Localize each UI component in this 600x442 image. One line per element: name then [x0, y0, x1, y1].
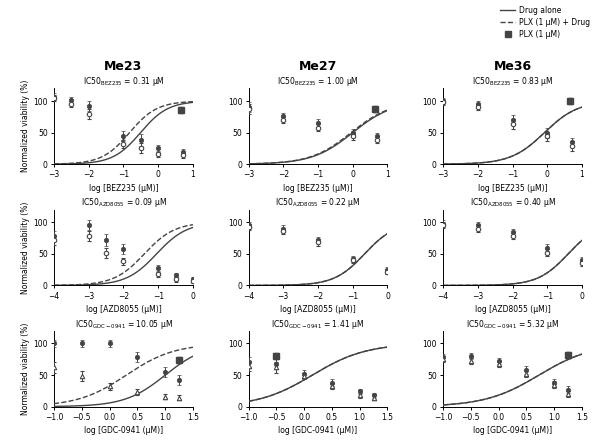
Title: IC50$_{\rm GDC-0941}$ = 5.32 µM: IC50$_{\rm GDC-0941}$ = 5.32 µM [466, 318, 559, 331]
X-axis label: log [GDC-0941 (µM)]: log [GDC-0941 (µM)] [278, 426, 358, 435]
X-axis label: log [AZD8055 (µM)]: log [AZD8055 (µM)] [475, 305, 550, 314]
X-axis label: log [BEZ235 (µM)]: log [BEZ235 (µM)] [283, 183, 353, 193]
Title: IC50$_{\rm BEZ235}$ = 0.31 µM: IC50$_{\rm BEZ235}$ = 0.31 µM [83, 75, 164, 88]
Text: Me27: Me27 [299, 60, 337, 73]
Title: IC50$_{\rm GDC-0941}$ = 10.05 µM: IC50$_{\rm GDC-0941}$ = 10.05 µM [74, 318, 172, 331]
Title: IC50$_{\rm AZD8055}$ = 0.22 µM: IC50$_{\rm AZD8055}$ = 0.22 µM [275, 196, 361, 210]
Y-axis label: Normalized viability (%): Normalized viability (%) [22, 202, 31, 293]
X-axis label: log [BEZ235 (µM)]: log [BEZ235 (µM)] [89, 183, 158, 193]
X-axis label: log [AZD8055 (µM)]: log [AZD8055 (µM)] [280, 305, 356, 314]
X-axis label: log [GDC-0941 (µM)]: log [GDC-0941 (µM)] [84, 426, 163, 435]
Text: Me23: Me23 [104, 60, 143, 73]
Y-axis label: Normalized viability (%): Normalized viability (%) [22, 80, 31, 172]
Title: IC50$_{\rm AZD8055}$ = 0.09 µM: IC50$_{\rm AZD8055}$ = 0.09 µM [80, 196, 166, 210]
Text: Me36: Me36 [493, 60, 532, 73]
Legend: Drug alone, PLX (1 µM) + Drug, PLX (1 µM): Drug alone, PLX (1 µM) + Drug, PLX (1 µM… [500, 6, 590, 39]
X-axis label: log [GDC-0941 (µM)]: log [GDC-0941 (µM)] [473, 426, 552, 435]
X-axis label: log [BEZ235 (µM)]: log [BEZ235 (µM)] [478, 183, 547, 193]
Title: IC50$_{\rm AZD8055}$ = 0.40 µM: IC50$_{\rm AZD8055}$ = 0.40 µM [470, 196, 556, 210]
X-axis label: log [AZD8055 (µM)]: log [AZD8055 (µM)] [86, 305, 161, 314]
Title: IC50$_{\rm BEZ235}$ = 1.00 µM: IC50$_{\rm BEZ235}$ = 1.00 µM [277, 75, 359, 88]
Title: IC50$_{\rm BEZ235}$ = 0.83 µM: IC50$_{\rm BEZ235}$ = 0.83 µM [472, 75, 553, 88]
Y-axis label: Normalized viability (%): Normalized viability (%) [22, 323, 31, 415]
Title: IC50$_{\rm GDC-0941}$ = 1.41 µM: IC50$_{\rm GDC-0941}$ = 1.41 µM [271, 318, 365, 331]
